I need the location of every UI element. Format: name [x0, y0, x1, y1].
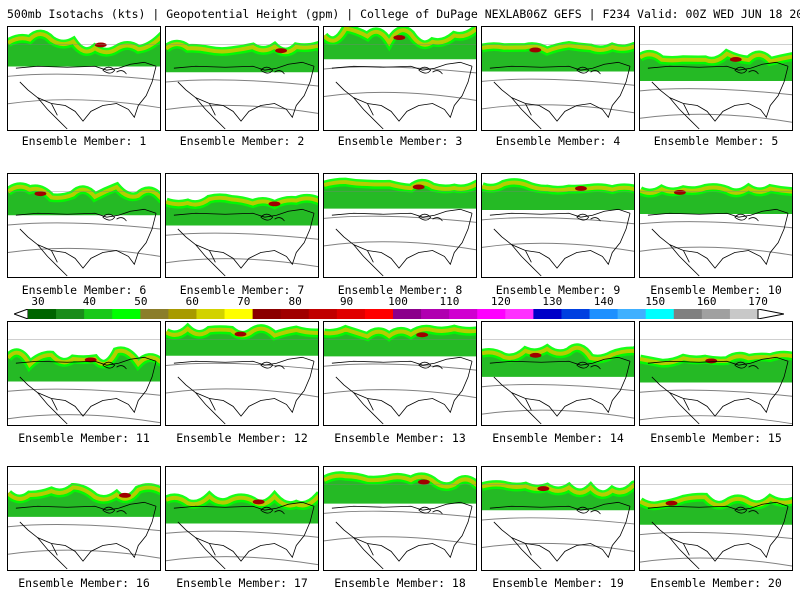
colorbar-segment	[589, 309, 619, 319]
header-title: 500mb Isotachs (kts) | Geopotential Heig…	[7, 7, 527, 21]
colorbar-segment	[336, 309, 366, 319]
colorbar-segment	[729, 309, 759, 319]
colorbar-segment	[364, 309, 394, 319]
colorbar-tick-label: 150	[645, 295, 666, 308]
colorbar-bar	[14, 309, 784, 319]
colorbar-tick-label: 90	[339, 295, 354, 308]
ensemble-member-map	[639, 26, 793, 131]
colorbar-tick-label: 110	[439, 295, 460, 308]
colorbar-segment	[421, 309, 450, 319]
ensemble-member-label: Ensemble Member: 19	[492, 576, 624, 590]
ensemble-member-label: Ensemble Member: 14	[492, 431, 624, 445]
colorbar-low-arrow	[14, 309, 29, 319]
ensemble-member-label: Ensemble Member: 15	[650, 431, 782, 445]
ensemble-member-map	[481, 26, 635, 131]
colorbar-segment	[673, 309, 703, 319]
colorbar-segment	[56, 309, 85, 319]
ensemble-member-label: Ensemble Member: 11	[18, 431, 150, 445]
colorbar-tick-label: 50	[134, 295, 148, 308]
colorbar-segment	[645, 309, 675, 319]
colorbar-segment	[140, 309, 169, 319]
ensemble-member-map	[323, 321, 477, 426]
ensemble-member-label: Ensemble Member: 9	[495, 283, 621, 297]
ensemble-member-label: Ensemble Member: 2	[179, 134, 305, 148]
ensemble-member-map	[7, 173, 161, 278]
ensemble-member-label: Ensemble Member: 16	[18, 576, 150, 590]
ensemble-member-map	[481, 466, 635, 571]
colorbar-segment	[28, 309, 57, 319]
colorbar-segment	[112, 309, 141, 319]
ensemble-member-label: Ensemble Member: 7	[179, 283, 305, 297]
colorbar-tick-label: 160	[696, 295, 717, 308]
colorbar-segment	[533, 309, 562, 319]
ensemble-member-map	[7, 321, 161, 426]
ensemble-member-map	[323, 26, 477, 131]
colorbar-tick-label: 170	[748, 295, 768, 308]
colorbar-segment	[561, 309, 591, 319]
ensemble-member-map	[639, 321, 793, 426]
ensemble-member-map	[639, 173, 793, 278]
colorbar-segment	[84, 309, 113, 319]
colorbar-tick-label: 70	[237, 295, 251, 308]
ensemble-member-label: Ensemble Member: 18	[334, 576, 466, 590]
colorbar-segment	[701, 309, 731, 319]
colorbar-segment	[393, 309, 422, 319]
colorbar-high-arrow	[757, 309, 784, 319]
ensemble-member-map	[323, 173, 477, 278]
colorbar-segment	[196, 309, 226, 319]
ensemble-member-map	[639, 466, 793, 571]
colorbar-segment	[505, 309, 534, 319]
ensemble-member-label: Ensemble Member: 10	[650, 283, 782, 297]
ensemble-member-label: Ensemble Member: 5	[653, 134, 779, 148]
colorbar-segment	[252, 309, 282, 319]
ensemble-member-map	[481, 173, 635, 278]
colorbar-tick-label: 140	[593, 295, 614, 308]
ensemble-member-map	[165, 321, 319, 426]
colorbar-tick-label: 30	[31, 295, 45, 308]
colorbar-tick-label: 80	[288, 295, 302, 308]
ensemble-member-map	[165, 466, 319, 571]
colorbar-tick-label: 130	[542, 295, 563, 308]
ensemble-member-label: Ensemble Member: 1	[21, 134, 147, 148]
ensemble-member-map	[7, 26, 161, 131]
colorbar-tick-label: 100	[388, 295, 408, 308]
ensemble-member-map	[7, 466, 161, 571]
ensemble-member-label: Ensemble Member: 8	[337, 283, 463, 297]
ensemble-member-label: Ensemble Member: 4	[495, 134, 621, 148]
colorbar-segment	[308, 309, 338, 319]
ensemble-member-map	[165, 26, 319, 131]
ensemble-member-map	[323, 466, 477, 571]
header: 500mb Isotachs (kts) | Geopotential Heig…	[7, 4, 800, 24]
colorbar-segment	[168, 309, 197, 319]
isotach-colorbar: 30 40 50 60 70 80 90 100 110 120 130 140 150 160 170	[14, 296, 784, 322]
colorbar-segment	[617, 309, 647, 319]
colorbar-segment	[280, 309, 310, 319]
ensemble-member-label: Ensemble Member: 3	[337, 134, 463, 148]
ensemble-member-label: Ensemble Member: 12	[176, 431, 308, 445]
header-valid-time: 06Z GEFS | F234 Valid: 00Z WED JUN 18 20…	[526, 7, 800, 21]
ensemble-member-label: Ensemble Member: 17	[176, 576, 308, 590]
colorbar-tick-label: 60	[185, 295, 199, 308]
ensemble-member-map	[165, 173, 319, 278]
ensemble-member-label: Ensemble Member: 6	[21, 283, 147, 297]
colorbar-tick-label: 40	[82, 295, 97, 308]
ensemble-member-label: Ensemble Member: 13	[334, 431, 466, 445]
colorbar-tick-label: 120	[490, 295, 511, 308]
colorbar-labels: 30 40 50 60 70 80 90 100 110 120 130 140 150 160 170	[14, 296, 784, 308]
ensemble-member-map	[481, 321, 635, 426]
colorbar-segment	[224, 309, 254, 319]
colorbar-segment	[477, 309, 506, 319]
colorbar-segment	[449, 309, 478, 319]
ensemble-member-label: Ensemble Member: 20	[650, 576, 782, 590]
